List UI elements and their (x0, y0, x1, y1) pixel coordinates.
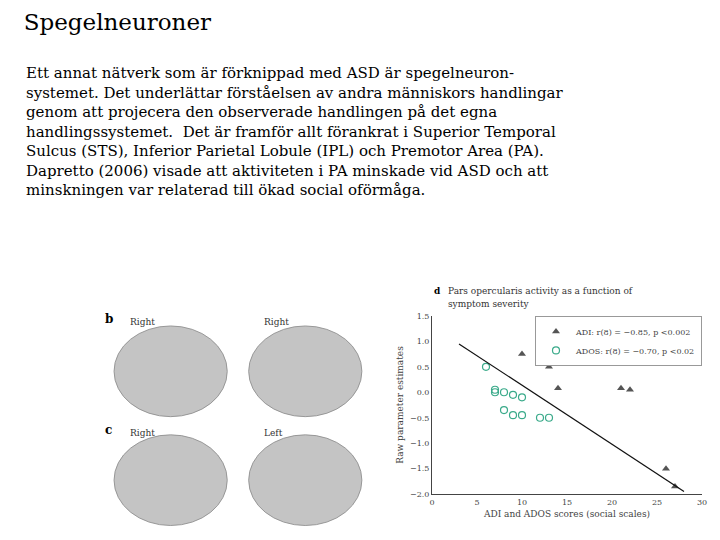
svg-text:−1.0: −1.0 (410, 439, 429, 448)
svg-text:0.0: 0.0 (417, 388, 430, 397)
svg-text:15: 15 (562, 498, 572, 507)
svg-text:−0.5: −0.5 (410, 414, 429, 423)
svg-text:Raw parameter estimates: Raw parameter estimates (395, 346, 405, 464)
svg-text:Pars opercularis activity as a: Pars opercularis activity as a function … (448, 286, 633, 296)
svg-text:0: 0 (429, 498, 434, 507)
svg-text:Right: Right (264, 317, 289, 327)
svg-text:Right: Right (130, 317, 155, 327)
svg-text:c: c (105, 423, 112, 437)
svg-text:25: 25 (652, 498, 662, 507)
svg-text:Ett annat nätverk som är förkn: Ett annat nätverk som är förknippad med … (26, 64, 564, 199)
svg-text:b: b (105, 312, 113, 326)
svg-text:symptom severity: symptom severity (448, 299, 530, 309)
svg-text:−2.0: −2.0 (410, 490, 429, 499)
svg-text:5: 5 (474, 498, 479, 507)
svg-text:1.0: 1.0 (417, 337, 430, 346)
svg-text:−1.5: −1.5 (410, 464, 429, 473)
svg-text:Spegelneuroner: Spegelneuroner (24, 9, 211, 35)
svg-text:30: 30 (697, 498, 707, 507)
svg-text:Left: Left (264, 428, 283, 438)
svg-text:1.5: 1.5 (417, 312, 430, 321)
svg-text:ADI: r(8) = −0.85, p <0.002: ADI: r(8) = −0.85, p <0.002 (575, 328, 690, 337)
svg-text:d: d (434, 286, 441, 296)
svg-text:20: 20 (607, 498, 617, 507)
svg-text:10: 10 (517, 498, 527, 507)
svg-text:0.5: 0.5 (417, 363, 430, 372)
svg-text:Right: Right (130, 428, 155, 438)
svg-text:ADOS: r(8) = −0.70, p <0.02: ADOS: r(8) = −0.70, p <0.02 (575, 347, 694, 356)
svg-text:ADI and ADOS scores (social sc: ADI and ADOS scores (social scales) (483, 509, 650, 519)
